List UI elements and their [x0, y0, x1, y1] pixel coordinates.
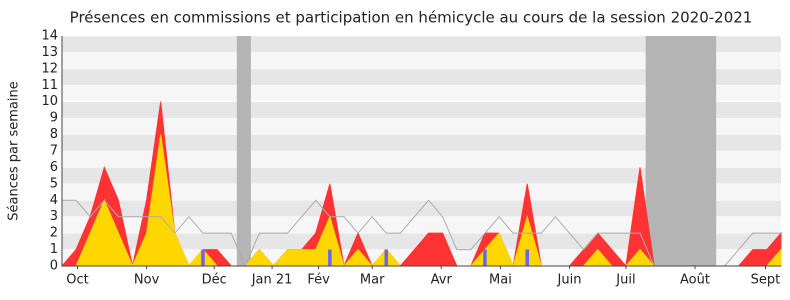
y-axis-label: Séances par semaine	[7, 81, 22, 220]
x-tick-label: Oct	[66, 273, 88, 288]
y-tick-label: 5	[50, 176, 58, 191]
y-tick-label: 11	[41, 78, 58, 93]
y-tick-label: 12	[41, 61, 58, 76]
x-tick-label: Sept	[751, 273, 781, 288]
y-tick-label: 10	[41, 94, 58, 109]
x-tick-label: Juin	[557, 273, 582, 288]
y-tick-label: 8	[50, 127, 58, 142]
x-tick-label: Fév	[307, 273, 330, 288]
x-tick-label: Jan 21	[251, 273, 293, 288]
x-tick-label: Juil	[615, 273, 635, 288]
y-tick-label: 7	[50, 144, 58, 159]
vacation-band	[236, 36, 251, 266]
bar	[328, 249, 332, 266]
y-tick-label: 4	[50, 193, 58, 208]
y-tick-label: 13	[41, 45, 58, 60]
y-tick-label: 9	[50, 111, 58, 126]
x-tick-label: Août	[680, 273, 710, 288]
bar	[525, 249, 529, 266]
x-tick-label: Avr	[431, 273, 453, 288]
bar	[483, 249, 487, 266]
y-tick-label: 14	[41, 29, 58, 44]
x-tick-label: Mai	[489, 273, 512, 288]
y-tick-label: 6	[50, 160, 58, 175]
bar	[201, 249, 205, 266]
y-tick-label: 3	[50, 209, 58, 224]
chart-title: Présences en commissions et participatio…	[70, 9, 753, 27]
vacation-band	[645, 36, 717, 266]
x-tick-label: Nov	[134, 273, 160, 288]
y-tick-label: 0	[50, 259, 58, 274]
x-tick-label: Déc	[202, 273, 227, 288]
bar	[384, 249, 389, 266]
x-tick-label: Mar	[360, 273, 385, 288]
y-tick-label: 2	[50, 226, 58, 241]
y-tick-label: 1	[50, 242, 58, 257]
